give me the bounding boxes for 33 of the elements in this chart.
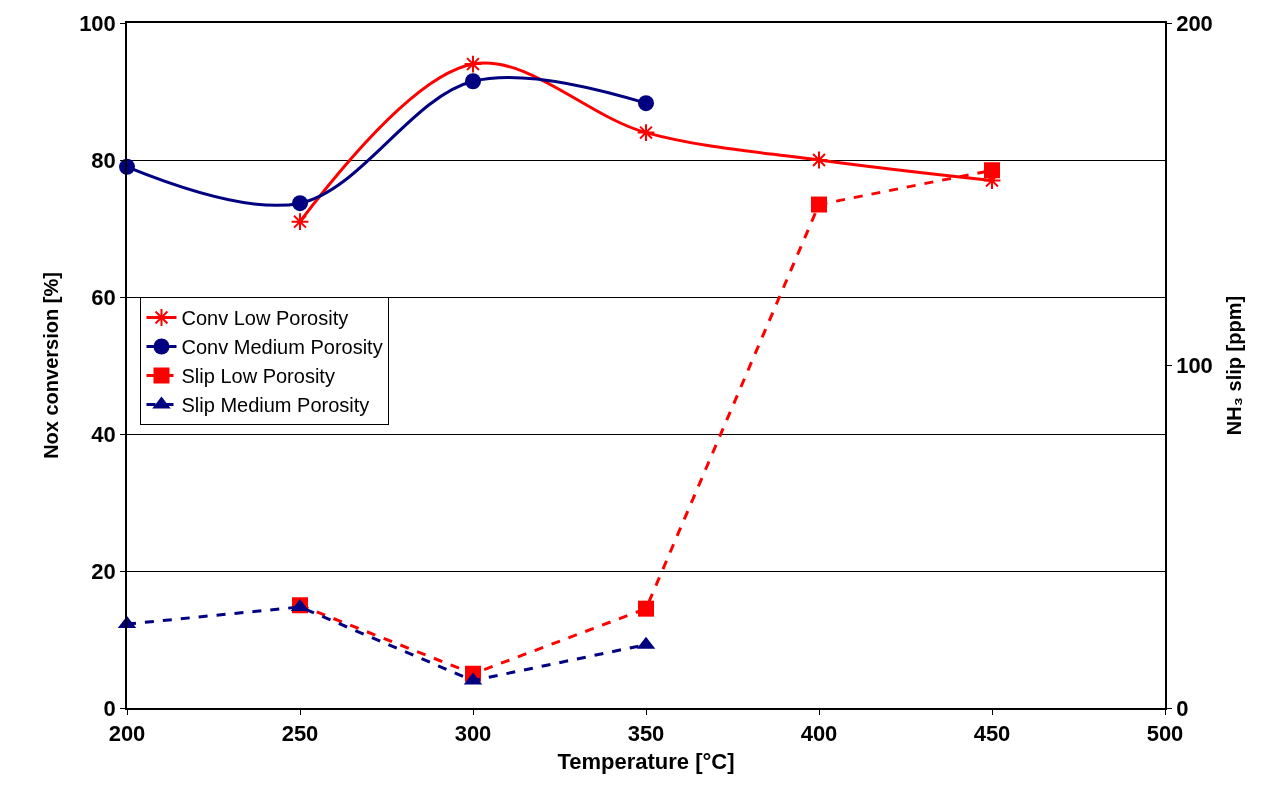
point — [465, 73, 481, 90]
y-axis-title: Nox conversion [%] — [40, 272, 63, 459]
point — [811, 196, 827, 213]
point — [984, 162, 1000, 179]
x-tick-label: 500 — [1146, 721, 1184, 747]
y2-tick-label: 0 — [1176, 695, 1189, 721]
y-tick-label: 100 — [79, 10, 116, 36]
point — [638, 95, 654, 112]
x-tick-label: 300 — [454, 721, 492, 747]
x-tick-label: 400 — [800, 721, 838, 747]
y-tick-label: 60 — [91, 284, 116, 310]
y-tick-label: 40 — [91, 421, 116, 447]
y-tick-label: 80 — [91, 147, 116, 173]
y2-tick-label: 100 — [1176, 353, 1213, 379]
y-tick-label: 0 — [103, 695, 116, 721]
y2-tick-label: 200 — [1176, 10, 1213, 36]
legend-label: Slip Low Porosity — [181, 365, 335, 388]
legend-label: Conv Medium Porosity — [181, 336, 383, 359]
x-tick-label: 350 — [627, 721, 665, 747]
point — [638, 600, 654, 617]
point — [292, 195, 308, 212]
point — [809, 150, 829, 170]
legend-label: Slip Medium Porosity — [181, 394, 370, 417]
x-axis-title: Temperature [°C] — [557, 748, 735, 774]
x-tick-label: 200 — [108, 721, 146, 747]
point — [463, 54, 483, 74]
point — [290, 212, 310, 232]
y2-axis-title: NH₃ slip [ppm] — [1222, 295, 1245, 436]
legend-label: Conv Low Porosity — [181, 307, 349, 330]
x-tick-label: 250 — [281, 721, 319, 747]
y-tick-label: 20 — [91, 558, 116, 584]
x-tick-label: 450 — [973, 721, 1011, 747]
point — [636, 123, 656, 142]
